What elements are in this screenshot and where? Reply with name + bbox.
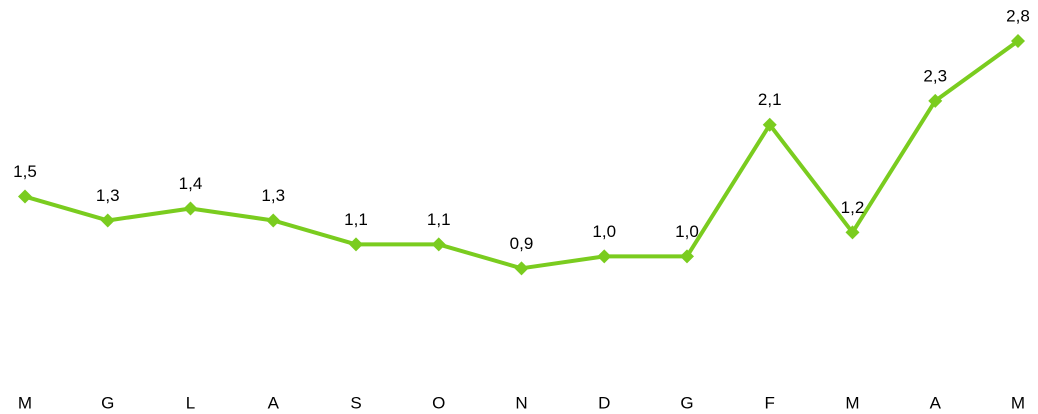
- marker: [349, 237, 363, 252]
- x-tick-label: O: [432, 393, 445, 412]
- marker: [514, 261, 529, 276]
- data-label: 1,5: [13, 162, 37, 181]
- marker: [183, 201, 198, 216]
- data-label: 1,1: [344, 210, 368, 229]
- marker: [597, 249, 612, 264]
- x-tick-label: M: [1011, 393, 1025, 412]
- marker: [100, 213, 115, 228]
- data-label: 1,0: [675, 222, 699, 241]
- data-label: 1,3: [261, 186, 285, 205]
- x-tick-label: N: [515, 393, 527, 412]
- x-tick-label: G: [680, 393, 693, 412]
- marker: [762, 117, 777, 132]
- data-label: 1,0: [592, 222, 616, 241]
- data-label: 1,4: [179, 174, 203, 193]
- marker: [680, 249, 694, 264]
- data-label: 1,3: [96, 186, 120, 205]
- x-tick-label: L: [186, 393, 195, 412]
- x-tick-label: M: [845, 393, 859, 412]
- marker: [431, 237, 446, 252]
- marker: [18, 189, 32, 204]
- x-tick-label: A: [268, 393, 280, 412]
- data-label: 2,3: [923, 66, 947, 85]
- marker: [845, 225, 860, 240]
- x-tick-label: G: [101, 393, 114, 412]
- data-label: 2,1: [758, 90, 782, 109]
- x-tick-label: A: [930, 393, 942, 412]
- data-label: 0,9: [510, 234, 534, 253]
- data-label: 1,2: [841, 198, 865, 217]
- data-label: 1,1: [427, 210, 451, 229]
- marker: [928, 93, 943, 108]
- x-tick-label: S: [350, 393, 361, 412]
- marker: [1011, 34, 1025, 48]
- marker: [266, 213, 281, 228]
- x-tick-label: M: [18, 393, 32, 412]
- x-tick-label: D: [598, 393, 610, 412]
- data-label: 2,8: [1006, 6, 1030, 25]
- x-tick-label: F: [765, 393, 775, 412]
